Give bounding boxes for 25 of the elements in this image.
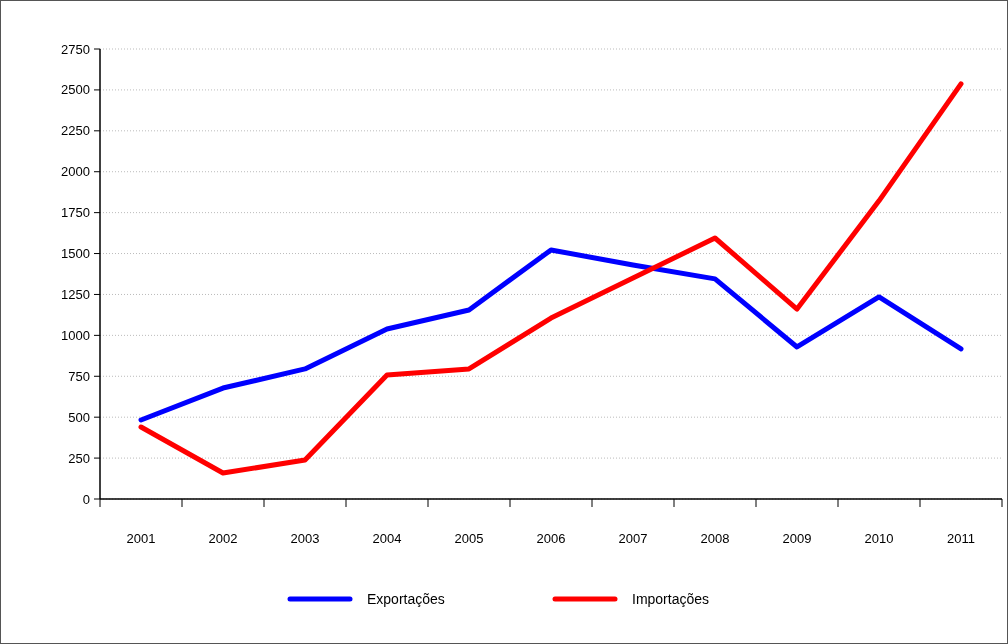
y-tick-label: 2250 [61, 123, 90, 139]
x-tick-label: 2004 [372, 531, 402, 546]
y-tick-label: 2750 [61, 41, 90, 57]
x-tick-label: 2003 [290, 531, 320, 546]
y-tick-label: 250 [68, 450, 90, 466]
x-tick-label: 2011 [947, 531, 975, 546]
x-tick-label: 2006 [536, 531, 566, 546]
x-tick-label: 2010 [864, 531, 894, 546]
y-tick-label: 0 [82, 491, 90, 507]
y-tick-label: 1500 [61, 246, 90, 262]
y-tick-label: 1000 [61, 327, 90, 343]
y-tick-label: 2500 [61, 82, 90, 98]
x-tick-label: 2009 [782, 531, 812, 546]
x-tick-label: 2002 [208, 531, 238, 546]
y-tick-label: 500 [68, 409, 90, 425]
y-tick-label: 2000 [61, 164, 90, 180]
x-tick-label: 2005 [454, 531, 484, 546]
x-tick-label: 2007 [618, 531, 648, 546]
y-tick-label: 750 [68, 368, 90, 384]
x-tick-label: 2008 [700, 531, 730, 546]
x-tick-label: 2001 [126, 531, 156, 546]
legend-label: Importações [632, 590, 710, 607]
legend-label: Exportações [367, 590, 445, 607]
y-tick-label: 1250 [61, 287, 90, 302]
y-tick-label: 1750 [61, 205, 90, 221]
